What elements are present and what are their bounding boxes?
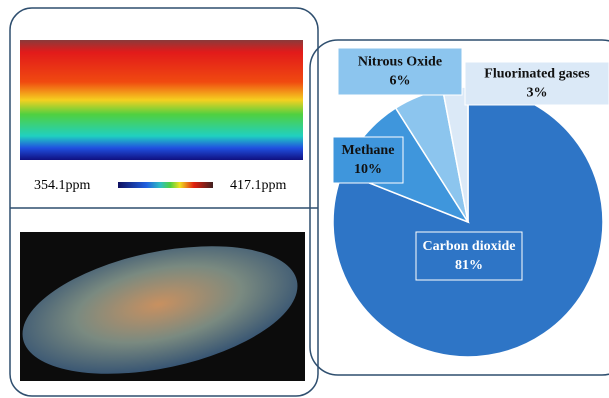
page: 354.1ppm 417.1ppm Carbon dioxide 81% Metha… (0, 0, 609, 398)
slice-value: 10% (354, 162, 382, 177)
slice-value: 81% (455, 258, 483, 273)
slice-name: Fluorinated gases (484, 67, 590, 82)
slice-name: Methane (342, 143, 395, 158)
co2-map (20, 40, 303, 160)
slice-value: 3% (527, 86, 548, 101)
slice-name: Nitrous Oxide (358, 55, 442, 70)
slice-value: 6% (390, 74, 411, 89)
pie: Carbon dioxide 81% Methane 10% Nitrous Oxide… (333, 48, 609, 357)
slice-name: Carbon dioxide (423, 239, 516, 254)
colorbar-min: 354.1ppm (34, 178, 91, 193)
colorbar (118, 182, 213, 188)
colorbar-max: 417.1ppm (230, 178, 287, 193)
